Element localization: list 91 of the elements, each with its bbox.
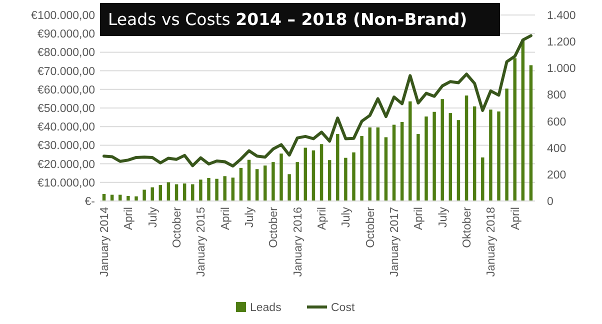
bar bbox=[464, 96, 468, 201]
y-tick-label: €70.000,00 bbox=[37, 66, 95, 78]
x-tick-label: October bbox=[364, 206, 377, 248]
bar bbox=[320, 144, 324, 201]
y2-tick-label: 600 bbox=[547, 116, 566, 128]
bar bbox=[207, 178, 210, 201]
bar bbox=[376, 127, 380, 201]
bar bbox=[472, 106, 476, 201]
bar bbox=[521, 39, 525, 201]
bar bbox=[400, 122, 404, 201]
y-tick-label: €- bbox=[84, 196, 96, 208]
y2-tick-label: 1.200 bbox=[547, 36, 576, 49]
y-tick-label: €90.000,00 bbox=[37, 28, 95, 41]
bar bbox=[497, 111, 500, 201]
x-tick-label: October bbox=[268, 206, 280, 248]
bar bbox=[312, 150, 316, 201]
bar bbox=[280, 154, 283, 201]
bar bbox=[440, 99, 444, 201]
bar bbox=[360, 136, 364, 201]
bar bbox=[481, 157, 484, 201]
bar bbox=[432, 112, 436, 201]
bar bbox=[489, 110, 492, 201]
y2-tick-label: 800 bbox=[547, 90, 566, 102]
legend-label: Leads bbox=[250, 302, 282, 314]
x-tick-label: January 2017 bbox=[389, 207, 402, 277]
x-tick-label: April bbox=[123, 207, 136, 230]
bar bbox=[384, 137, 388, 201]
y-tick-label: €60.000,00 bbox=[37, 84, 95, 96]
bar bbox=[247, 160, 251, 201]
y2-tick-label: 400 bbox=[547, 142, 566, 155]
y-tick-label: €30.000,00 bbox=[37, 140, 95, 152]
bar bbox=[215, 178, 218, 201]
bar bbox=[199, 180, 202, 201]
x-tick-label: Oktober bbox=[462, 206, 474, 248]
bar bbox=[513, 58, 516, 201]
bar bbox=[126, 196, 130, 201]
x-tick-label: July bbox=[437, 206, 450, 228]
y2-tick-label: 0 bbox=[547, 196, 554, 208]
x-tick-label: July bbox=[340, 206, 353, 228]
chart-title: Leads vs Costs 2014 – 2018 (Non-Brand) bbox=[108, 10, 468, 29]
bar bbox=[328, 160, 332, 201]
x-tick-label: April bbox=[510, 207, 522, 230]
bar bbox=[223, 176, 226, 201]
bar bbox=[134, 196, 138, 201]
bar bbox=[231, 178, 235, 201]
x-tick-label: January 2018 bbox=[486, 207, 498, 277]
y2-tick-label: 1.000 bbox=[547, 63, 576, 76]
y2-tick-label: 200 bbox=[547, 169, 566, 182]
bar bbox=[272, 162, 275, 201]
x-tick-label: January 2016 bbox=[292, 207, 304, 277]
bar bbox=[182, 183, 186, 201]
y-tick-label: €50.000,00 bbox=[37, 103, 95, 116]
bar bbox=[264, 166, 267, 201]
y-tick-label: €80.000,00 bbox=[37, 47, 95, 60]
bar bbox=[142, 190, 146, 201]
bar bbox=[296, 162, 299, 201]
bar bbox=[416, 134, 420, 201]
bar bbox=[255, 169, 259, 201]
x-tick-label: July bbox=[147, 206, 160, 228]
x-tick-label: April bbox=[413, 207, 426, 230]
y-tick-label: €10.000,00 bbox=[37, 177, 95, 190]
bar bbox=[505, 88, 508, 201]
bar bbox=[118, 194, 122, 201]
bar bbox=[456, 120, 460, 201]
bar bbox=[191, 184, 194, 201]
bar bbox=[166, 182, 170, 201]
y-tick-label: €100.000,00 bbox=[31, 10, 95, 22]
bar bbox=[304, 148, 308, 201]
bar bbox=[336, 134, 340, 201]
line-series bbox=[102, 34, 532, 168]
bar bbox=[158, 185, 162, 201]
bar bbox=[344, 158, 348, 201]
bar bbox=[529, 65, 533, 201]
bar bbox=[408, 101, 412, 201]
bar bbox=[352, 152, 356, 201]
y-tick-label: €40.000,00 bbox=[37, 122, 95, 134]
bar bbox=[424, 116, 428, 201]
bar bbox=[392, 124, 396, 201]
bar bbox=[288, 174, 291, 201]
x-tick-label: January 2015 bbox=[196, 207, 208, 277]
legend-label: Cost bbox=[331, 302, 356, 314]
bar bbox=[368, 127, 372, 201]
x-tick-label: October bbox=[172, 206, 184, 248]
bar bbox=[239, 168, 243, 201]
x-tick-label: April bbox=[220, 207, 232, 230]
y-tick-label: €20.000,00 bbox=[37, 158, 95, 171]
x-tick-label: January 2014 bbox=[99, 206, 112, 277]
bar bbox=[448, 113, 452, 201]
x-tick-label: April bbox=[316, 207, 329, 230]
y2-tick-label: 1.400 bbox=[547, 10, 576, 22]
x-tick-label: July bbox=[244, 206, 256, 228]
